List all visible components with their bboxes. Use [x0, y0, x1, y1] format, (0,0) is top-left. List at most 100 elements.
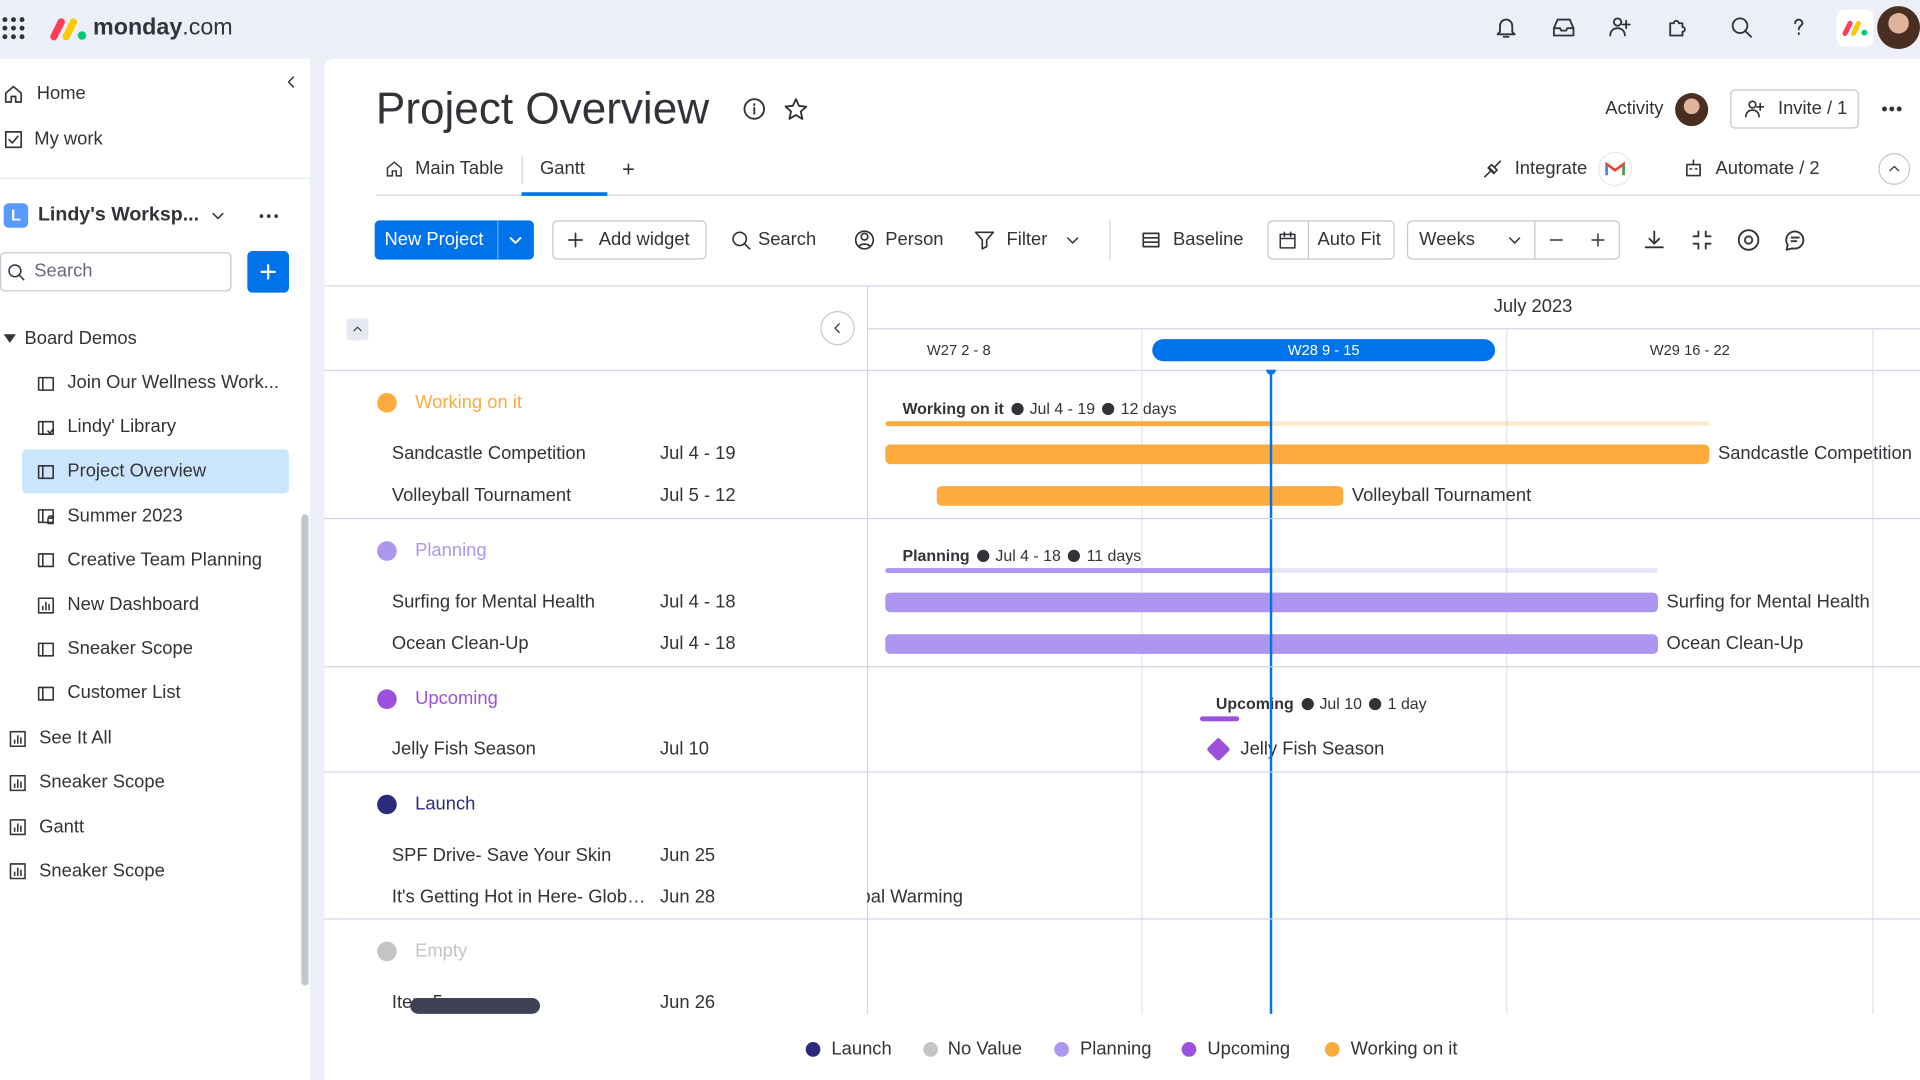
separator-dot: [1102, 402, 1115, 416]
user-avatar[interactable]: [1877, 6, 1920, 49]
week-label: W27 2 - 8: [926, 341, 991, 359]
board-link[interactable]: Lindy' Library: [67, 416, 177, 438]
item-name[interactable]: Surfing for Mental Health: [391, 591, 596, 613]
board-icon: [37, 464, 54, 479]
tab-active[interactable]: Gantt: [540, 157, 585, 179]
board-link[interactable]: New Dashboard: [67, 593, 200, 615]
summary-track: [885, 421, 1710, 427]
group-name[interactable]: Launch: [415, 793, 476, 815]
item-name[interactable]: It's Getting Hot in Here- Global Warming: [391, 886, 647, 908]
tab-underline: [521, 192, 608, 196]
tab[interactable]: Main Table: [415, 157, 504, 179]
gantt-bar[interactable]: [885, 444, 1710, 465]
info-icon[interactable]: [742, 97, 766, 121]
month-label: July 2023: [1493, 296, 1573, 318]
board-link[interactable]: Sneaker Scope: [39, 771, 165, 793]
apps[interactable]: [1665, 15, 1689, 39]
automate[interactable]: Automate / 2: [1715, 157, 1820, 179]
automate-icon: [1686, 159, 1701, 177]
board-link[interactable]: Creative Team Planning: [67, 549, 263, 571]
group-name[interactable]: Working on it: [415, 391, 522, 413]
item-name[interactable]: Jelly Fish Season: [391, 738, 536, 760]
help[interactable]: [1787, 15, 1811, 39]
folder-name[interactable]: Board Demos: [24, 328, 137, 349]
feedback[interactable]: [1783, 228, 1807, 252]
new-project-button[interactable]: [374, 220, 534, 260]
toolbar-search[interactable]: Search: [757, 228, 817, 250]
zoom-buttons[interactable]: [1534, 220, 1621, 260]
toolbar-person[interactable]: Person: [885, 228, 944, 250]
item-name[interactable]: Ocean Clean-Up: [391, 633, 529, 654]
logo-text[interactable]: monday.com: [93, 14, 233, 41]
nav-my-work[interactable]: My work: [34, 128, 103, 150]
invite-button[interactable]: [1730, 89, 1859, 129]
board-link[interactable]: Sneaker Scope: [39, 860, 165, 882]
group-summary: Upcoming Jul 10 1 day: [1216, 693, 1427, 715]
milestone[interactable]: [1206, 737, 1231, 762]
folder-toggle[interactable]: [3, 334, 16, 343]
collapse-all[interactable]: [346, 318, 369, 341]
board-link[interactable]: Join Our Wellness Work...: [67, 372, 279, 394]
timeline-area: Working on it Jul 4 - 19 12 days Sandcastle…: [867, 369, 1920, 1014]
item-name[interactable]: Volleyball Tournament: [391, 484, 572, 506]
group-color: [377, 941, 397, 962]
current-week: [1152, 339, 1496, 362]
board-link[interactable]: Customer List: [67, 682, 181, 704]
inbox[interactable]: [1551, 15, 1575, 39]
workspace-name[interactable]: Lindy's Worksp...: [37, 204, 200, 226]
collapse-header[interactable]: [1878, 153, 1911, 185]
board-link[interactable]: Project Overview: [67, 460, 207, 482]
group-name[interactable]: Upcoming: [415, 688, 498, 709]
group-color: [377, 689, 397, 709]
legend-label: Working on it: [1350, 1038, 1458, 1060]
divider: [1872, 328, 1874, 1014]
notifications[interactable]: [1494, 15, 1518, 39]
board-icon: [37, 686, 54, 701]
workspace-more[interactable]: [258, 213, 278, 218]
nav-home[interactable]: Home: [36, 83, 86, 105]
toolbar-search-icon: [732, 231, 751, 250]
dot: [1896, 106, 1902, 112]
toolbar-filter[interactable]: Filter: [1006, 228, 1048, 250]
settings[interactable]: [1736, 228, 1760, 252]
collapse-sidebar[interactable]: [274, 63, 310, 103]
invite-members[interactable]: [1608, 15, 1632, 39]
auto-fit-button[interactable]: [1267, 220, 1395, 260]
board-icon: [37, 596, 54, 613]
scroll-today[interactable]: [820, 311, 855, 346]
dot: [11, 17, 16, 23]
selected-board: [22, 449, 289, 494]
item-name[interactable]: Sandcastle Competition: [391, 443, 586, 465]
item-name[interactable]: SPF Drive- Save Your Skin: [391, 844, 612, 866]
board-link[interactable]: See It All: [39, 727, 112, 749]
favorite-icon[interactable]: [784, 97, 808, 121]
integrate[interactable]: Integrate: [1514, 157, 1588, 179]
horizontal-scrollbar[interactable]: [410, 997, 541, 1014]
search-placeholder: Search: [34, 260, 93, 282]
summary-progress: [885, 568, 1272, 574]
board-link[interactable]: Summer 2023: [67, 505, 183, 527]
toolbar-baseline[interactable]: Baseline: [1173, 228, 1244, 250]
sidebar-search[interactable]: [0, 252, 232, 292]
group-name[interactable]: Empty: [415, 940, 468, 962]
integrate-icon: [1484, 160, 1502, 178]
add-widget-button[interactable]: [552, 220, 707, 260]
gantt-bar[interactable]: [936, 486, 1344, 506]
dot: [266, 213, 271, 218]
group-name[interactable]: Planning: [415, 540, 487, 561]
legend-swatch: [1054, 1042, 1069, 1057]
add-tab[interactable]: +: [622, 156, 635, 182]
board-link[interactable]: Sneaker Scope: [67, 638, 193, 660]
export[interactable]: [1642, 228, 1666, 252]
item-dates: Jul 5 - 12: [660, 484, 736, 506]
activity[interactable]: Activity: [1605, 97, 1664, 119]
board-link[interactable]: Gantt: [39, 816, 85, 838]
summary-duration: 1 day: [1387, 694, 1427, 713]
apps-grid[interactable]: [2, 17, 25, 40]
collapse-all-icon: [353, 326, 362, 332]
fullscreen[interactable]: [1690, 228, 1714, 252]
sidebar-scrollbar: [301, 514, 309, 986]
board-icon: [37, 553, 54, 568]
search[interactable]: [1729, 15, 1753, 39]
board-more[interactable]: [1882, 106, 1902, 112]
